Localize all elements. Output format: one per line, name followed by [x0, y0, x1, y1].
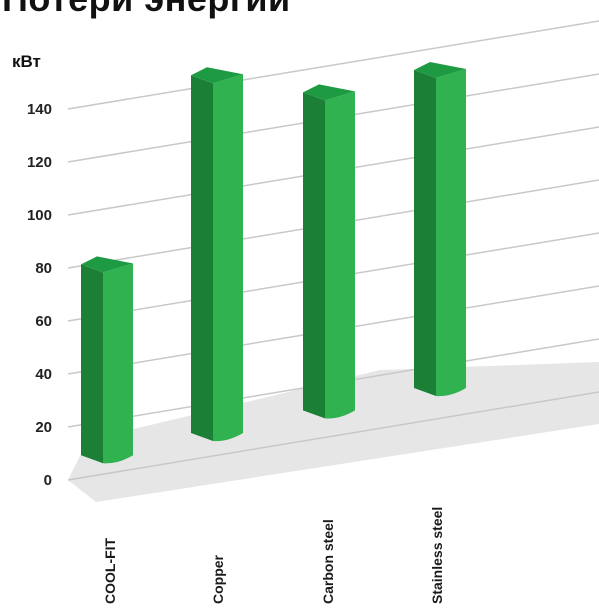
x-category-label: Carbon steel [320, 519, 336, 604]
bar [303, 84, 355, 419]
bar-top [191, 67, 243, 84]
y-tick-label: 120 [27, 154, 52, 171]
bar-side [414, 70, 436, 397]
y-tick-label: 80 [35, 260, 52, 277]
gridline-140 [67, 20, 599, 110]
y-tick-label: 100 [27, 207, 52, 224]
y-tick-label: 0 [44, 472, 52, 489]
y-axis-label: кВт [12, 52, 41, 71]
x-category-label: Stainless steel [429, 507, 445, 604]
gridline-0 [67, 391, 599, 481]
bar [414, 62, 466, 397]
y-tick-label: 140 [27, 101, 52, 118]
bar-front [213, 74, 243, 442]
y-tick-label: 40 [35, 366, 52, 383]
bar-front [325, 91, 355, 419]
bar-front [103, 263, 133, 464]
x-category-label: COOL-FIT [102, 537, 118, 604]
x-category-label: Copper [210, 554, 226, 604]
y-tick-label: 20 [35, 419, 52, 436]
bar-side [303, 92, 325, 419]
chart-title: Потери энергии [2, 0, 291, 20]
bar-side [191, 75, 213, 441]
bar-top [414, 62, 466, 79]
y-tick-label: 60 [35, 313, 52, 330]
bar-top [81, 256, 133, 273]
bar [81, 256, 133, 464]
floor-shadow [68, 362, 599, 502]
bar [191, 67, 243, 442]
bar-top [303, 84, 355, 101]
bar-front [436, 69, 466, 397]
bar-side [81, 264, 103, 464]
